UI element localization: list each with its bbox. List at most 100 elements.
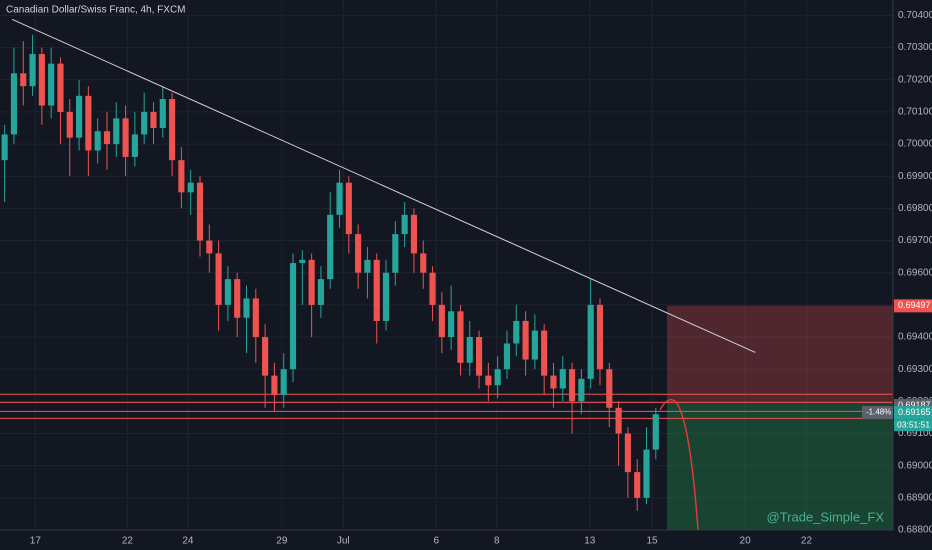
candle-body <box>169 99 176 161</box>
candle-body <box>596 304 604 370</box>
candle-body <box>448 311 455 338</box>
x-tick-label: 8 <box>494 536 500 547</box>
x-tick-label: 6 <box>433 536 439 547</box>
candle-body <box>522 320 529 360</box>
candle-body <box>113 118 120 145</box>
candle-body <box>373 259 380 321</box>
candle-body <box>57 63 64 112</box>
candle-body <box>1 134 8 161</box>
y-tick-label: 0.70400 <box>898 10 932 21</box>
countdown-box <box>894 419 932 432</box>
candle-body <box>122 118 129 157</box>
candle-body <box>299 259 306 264</box>
candle-body <box>587 304 594 379</box>
candle-body <box>475 337 483 376</box>
candle-body <box>410 214 418 254</box>
candle-body <box>234 279 241 318</box>
candle-body <box>196 182 204 241</box>
candle-body <box>94 131 101 151</box>
candle-body <box>485 375 492 386</box>
candle-body <box>20 73 27 87</box>
price-label: 0.69497 <box>898 300 931 310</box>
candle-body <box>215 253 222 305</box>
change-box <box>862 406 893 420</box>
candle-body <box>150 111 157 128</box>
candle-body <box>364 259 371 273</box>
candle-body <box>224 279 231 305</box>
candle-body <box>355 234 362 273</box>
candle-body <box>559 369 566 389</box>
candle-body <box>531 330 538 360</box>
x-tick-label: 17 <box>30 536 42 547</box>
candle-body <box>652 414 659 450</box>
candle-body <box>10 73 18 135</box>
candle-body <box>271 375 278 395</box>
candle-body <box>75 95 83 138</box>
countdown-label: 03:51:51 <box>897 419 930 429</box>
candle-body <box>438 304 445 338</box>
candle-body <box>252 298 259 338</box>
candle-body <box>401 214 408 235</box>
candle-body <box>624 433 631 473</box>
y-tick-label: 0.68800 <box>898 525 932 536</box>
x-tick-label: 15 <box>647 536 659 547</box>
y-tick-label: 0.70000 <box>898 139 932 150</box>
chart-title: Canadian Dollar/Swiss Franc, 4h, FXCM <box>6 5 186 16</box>
candle-body <box>131 134 138 157</box>
candle-body <box>494 369 501 386</box>
trendline <box>11 18 756 353</box>
x-tick-label: 24 <box>182 536 194 547</box>
candle-body <box>262 337 269 376</box>
y-tick-label: 0.69700 <box>898 235 932 246</box>
y-tick-label: 0.70300 <box>898 42 932 53</box>
candle-body <box>336 182 343 215</box>
candle-body <box>345 182 352 235</box>
y-tick-label: 0.69100 <box>898 428 932 439</box>
watermark: @Trade_Simple_FX <box>767 509 885 524</box>
price-label-box <box>894 406 932 420</box>
candle-body <box>569 369 576 402</box>
candle-body <box>243 298 250 318</box>
candle-body <box>85 95 92 151</box>
candle-body <box>317 279 324 305</box>
candle-body <box>141 111 148 135</box>
candle-body <box>280 369 287 395</box>
y-tick-label: 0.69900 <box>898 171 932 182</box>
change-label: -1.48% <box>866 408 891 417</box>
candle-body <box>29 54 36 87</box>
y-tick-label: 0.69800 <box>898 203 932 214</box>
candle-body <box>187 182 194 193</box>
candle-body <box>634 472 641 498</box>
candle-body <box>289 263 297 370</box>
candle-body <box>606 369 613 408</box>
candle-body <box>206 240 213 254</box>
y-tick-label: 0.69600 <box>898 267 932 278</box>
candle-body <box>38 54 45 106</box>
candle-body <box>550 375 557 389</box>
y-tick-label: 0.70200 <box>898 74 932 85</box>
candle-body <box>48 63 55 106</box>
projection-curve <box>659 399 699 531</box>
candle-body <box>392 234 399 273</box>
candle-body <box>103 131 111 145</box>
candle-body <box>643 449 650 498</box>
x-tick-label: 22 <box>801 536 813 547</box>
y-tick-label: 0.69300 <box>898 364 932 375</box>
candle-body <box>66 111 73 138</box>
candle-body <box>466 337 473 363</box>
candle-body <box>159 99 166 128</box>
candle-body <box>578 378 585 402</box>
y-tick-label: 0.68900 <box>898 492 932 503</box>
zone <box>666 305 893 403</box>
candle-body <box>457 311 464 363</box>
x-tick-label: 20 <box>740 536 752 547</box>
candle-body <box>327 214 334 280</box>
y-tick-label: 0.69000 <box>898 460 932 471</box>
candle-body <box>178 160 185 193</box>
price-label-box <box>894 299 932 313</box>
x-tick-label: 22 <box>122 536 134 547</box>
candle-body <box>503 343 511 370</box>
